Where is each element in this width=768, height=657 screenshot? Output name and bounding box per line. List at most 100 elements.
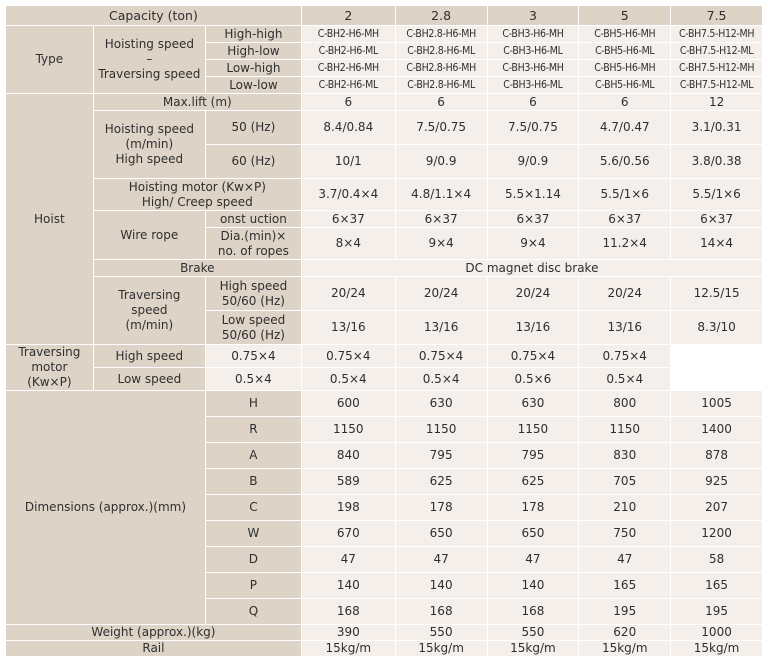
model-cell: C-BH5-H6-ML [578,42,672,60]
hoisting-speed-label-line: (m/min) [125,137,174,151]
traversing-motor-value: 0.75×4 [578,344,672,368]
traversing-speed-value: 20/24 [300,276,396,311]
model-cell: C-BH2-H6-MH [300,25,396,43]
construction-value: 6×37 [486,210,580,228]
dimension-value: 650 [486,520,580,547]
traversing-motor-label: Traversing motor (Kw×P) [5,344,94,391]
dimension-value: 878 [670,442,763,469]
dimension-value: 650 [394,520,488,547]
dimension-value: 705 [578,468,672,495]
traversing-speed-label-line: (m/min) [125,318,174,332]
dia-label-line: Dia.(min)× [220,228,287,243]
dimension-value: 600 [300,390,396,417]
dia-value: 14×4 [670,227,763,260]
dia-value: 11.2×4 [578,227,672,260]
traversing-speed-label-line: Traversing [118,288,181,302]
hoisting-speed-value: 7.5/0.75 [394,110,488,145]
hoisting-speed-value: 3.8/0.38 [670,144,763,179]
traversing-high-label-line: 50/60 (Hz) [221,293,285,308]
hoisting-motor-value: 3.7/0.4×4 [300,178,396,211]
hoist-label: Hoist [5,93,94,345]
traversing-motor-low-label: Low speed [92,367,206,391]
traversing-motor-value: 0.75×4 [204,344,302,368]
brake-label: Brake [92,259,302,277]
construction-value: 6×37 [300,210,396,228]
dimension-value: 140 [486,572,580,599]
hoisting-speed-value: 10/1 [300,144,396,179]
dia-label-line: no. of ropes [217,243,289,258]
dimension-value: 195 [578,598,672,625]
traversing-motor-value: 0.75×4 [486,344,580,368]
dimension-key: B [204,468,302,495]
traversing-speed-value: 12.5/15 [670,276,763,311]
dimension-value: 1200 [670,520,763,547]
dimension-value: 168 [486,598,580,625]
dimension-value: 589 [300,468,396,495]
weight-value: 620 [578,624,672,641]
model-cell: C-BH2-H6-ML [300,76,396,94]
max-lift-value: 6 [578,93,672,111]
traversing-low-label-line: Low speed [221,312,286,327]
dimension-key: C [204,494,302,521]
dimension-value: 165 [670,572,763,599]
type-label: Type [5,25,94,94]
model-cell: C-BH3-H6-ML [486,42,580,60]
dimension-value: 207 [670,494,763,521]
dimension-value: 47 [578,546,672,573]
max-lift-value: 12 [670,93,763,111]
model-cell: C-BH7.5-H12-MH [670,59,763,77]
model-cell: C-BH5-H6-MH [578,59,672,77]
model-cell: C-BH7.5-H12-MH [670,25,763,43]
dimension-value: 630 [486,390,580,417]
traversing-high-label: High speed 50/60 (Hz) [204,276,302,311]
type-sub-label-line: Traversing speed [98,67,201,81]
hoisting-motor-value: 5.5/1×6 [670,178,763,211]
traversing-motor-value: 0.5×4 [578,367,672,391]
hoisting-speed-value: 9/0.9 [394,144,488,179]
dimensions-label: Dimensions (approx.)(mm) [5,390,206,625]
type-speed-label: Low-low [204,76,302,94]
dimension-value: 830 [578,442,672,469]
model-cell: C-BH5-H6-ML [578,76,672,94]
dimension-value: 47 [394,546,488,573]
hoisting-speed-value: 3.1/0.31 [670,110,763,145]
hoisting-motor-label-line: Hoisting motor (Kw×P) [128,179,266,194]
dimension-value: 1005 [670,390,763,417]
hoisting-motor-value: 5.5×1.14 [486,178,580,211]
max-lift-value: 6 [486,93,580,111]
type-sub-label: Hoisting speed – Traversing speed [92,25,206,94]
dimension-value: 210 [578,494,672,521]
traversing-high-label-line: High speed [219,278,288,293]
model-cell: C-BH2.8-H6-MH [394,25,488,43]
model-cell: C-BH2.8-H6-MH [394,59,488,77]
dimension-key: W [204,520,302,547]
traversing-motor-value: 0.5×4 [204,367,302,391]
traversing-motor-value: 0.5×6 [486,367,580,391]
construction-value: 6×37 [670,210,763,228]
hoisting-speed-value: 7.5/0.75 [486,110,580,145]
hoisting-motor-label-line: High/ Creep speed [141,194,253,209]
traversing-motor-value: 0.75×4 [394,344,488,368]
traversing-speed-value: 13/16 [394,310,488,345]
dia-value: 8×4 [300,227,396,260]
dimension-value: 1150 [394,416,488,443]
type-speed-label: Low-high [204,59,302,77]
traversing-speed-value: 8.3/10 [670,310,763,345]
capacity-value: 2.8 [394,5,488,26]
traversing-speed-label-line: speed [131,303,168,317]
hoisting-speed-label: Hoisting speed (m/min) High speed [92,110,206,179]
dimension-value: 925 [670,468,763,495]
spec-table: Capacity (ton) 2 2.8 3 5 7.5 Type Hoisti… [5,5,764,657]
dimension-value: 140 [300,572,396,599]
rail-value: 15kg/m [670,640,763,657]
hoisting-speed-value: 8.4/0.84 [300,110,396,145]
traversing-motor-value: 0.75×4 [300,344,396,368]
dimension-value: 1150 [578,416,672,443]
dimension-value: 1150 [486,416,580,443]
rail-label: Rail [5,640,302,657]
type-sub-label-line: – [146,52,153,66]
dia-label: Dia.(min)× no. of ropes [204,227,302,260]
max-lift-value: 6 [394,93,488,111]
dimension-value: 670 [300,520,396,547]
hoisting-speed-label-line: Hoisting speed [104,122,194,136]
